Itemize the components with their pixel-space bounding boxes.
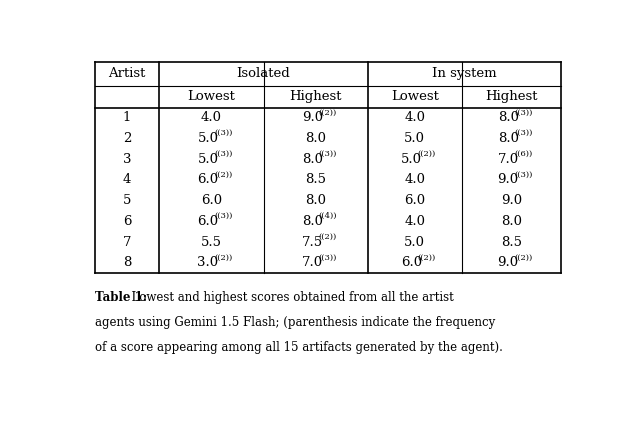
Text: 8.0: 8.0 (301, 153, 323, 166)
Text: 8: 8 (123, 256, 131, 269)
Text: 8.0: 8.0 (305, 194, 326, 207)
Text: 6.0: 6.0 (401, 256, 422, 269)
Text: 6.0: 6.0 (198, 174, 219, 187)
Text: ((3)): ((3)) (318, 253, 337, 262)
Text: ((2)): ((2)) (318, 109, 336, 116)
Text: 8.0: 8.0 (498, 132, 518, 145)
Text: 4: 4 (123, 174, 131, 187)
Text: ((3)): ((3)) (214, 212, 232, 220)
Text: 9.0: 9.0 (497, 256, 518, 269)
Text: 9.0: 9.0 (301, 111, 323, 124)
Text: Highest: Highest (289, 90, 342, 103)
Text: ((2)): ((2)) (417, 150, 435, 158)
Text: Lowest and highest scores obtained from all the artist: Lowest and highest scores obtained from … (124, 291, 454, 304)
Text: Table 1:: Table 1: (95, 291, 147, 304)
Text: ((3)): ((3)) (214, 150, 232, 158)
Text: 2: 2 (123, 132, 131, 145)
Text: 3: 3 (123, 153, 131, 166)
Text: ((2)): ((2)) (214, 171, 232, 179)
Text: 7.0: 7.0 (301, 256, 323, 269)
Text: Lowest: Lowest (391, 90, 439, 103)
Text: 8.0: 8.0 (301, 215, 323, 228)
Text: 9.0: 9.0 (497, 174, 518, 187)
Text: ((6)): ((6)) (514, 150, 532, 158)
Text: 8.0: 8.0 (498, 111, 518, 124)
Text: 4.0: 4.0 (201, 111, 222, 124)
Text: ((2)): ((2)) (417, 253, 435, 262)
Text: ((2)): ((2)) (514, 253, 532, 262)
Text: ((3)): ((3)) (514, 171, 532, 179)
Text: 8.5: 8.5 (305, 174, 326, 187)
Text: 1: 1 (123, 111, 131, 124)
Text: Isolated: Isolated (237, 68, 291, 81)
Text: 3.0: 3.0 (198, 256, 219, 269)
Text: 4.0: 4.0 (404, 174, 426, 187)
Text: Highest: Highest (485, 90, 538, 103)
Text: 7.0: 7.0 (497, 153, 518, 166)
Text: ((2)): ((2)) (318, 233, 336, 241)
Text: 5: 5 (123, 194, 131, 207)
Text: Lowest: Lowest (188, 90, 236, 103)
Text: 4.0: 4.0 (404, 111, 426, 124)
Text: 6.0: 6.0 (404, 194, 426, 207)
Text: 5.5: 5.5 (201, 236, 222, 249)
Text: agents using Gemini 1.5 Flash; (parenthesis indicate the frequency: agents using Gemini 1.5 Flash; (parenthe… (95, 317, 495, 330)
Text: 6.0: 6.0 (198, 215, 219, 228)
Text: 8.5: 8.5 (501, 236, 522, 249)
Text: 5.0: 5.0 (401, 153, 422, 166)
Text: 5.0: 5.0 (404, 132, 426, 145)
Text: ((4)): ((4)) (318, 212, 337, 220)
Text: Artist: Artist (108, 68, 146, 81)
Text: ((3)): ((3)) (514, 109, 532, 116)
Text: 5.0: 5.0 (198, 132, 218, 145)
Text: 8.0: 8.0 (305, 132, 326, 145)
Text: 6: 6 (123, 215, 131, 228)
Text: 7.5: 7.5 (301, 236, 323, 249)
Text: of a score appearing among all 15 artifacts generated by the agent).: of a score appearing among all 15 artifa… (95, 341, 503, 354)
Text: ((2)): ((2)) (214, 253, 232, 262)
Text: 9.0: 9.0 (501, 194, 522, 207)
Text: 7: 7 (123, 236, 131, 249)
Text: In system: In system (432, 68, 497, 81)
Text: 4.0: 4.0 (404, 215, 426, 228)
Text: 5.0: 5.0 (404, 236, 426, 249)
Text: ((3)): ((3)) (514, 129, 532, 137)
Text: ((3)): ((3)) (318, 150, 337, 158)
Text: 6.0: 6.0 (201, 194, 222, 207)
Text: 8.0: 8.0 (501, 215, 522, 228)
Text: 5.0: 5.0 (198, 153, 218, 166)
Text: ((3)): ((3)) (214, 129, 232, 137)
